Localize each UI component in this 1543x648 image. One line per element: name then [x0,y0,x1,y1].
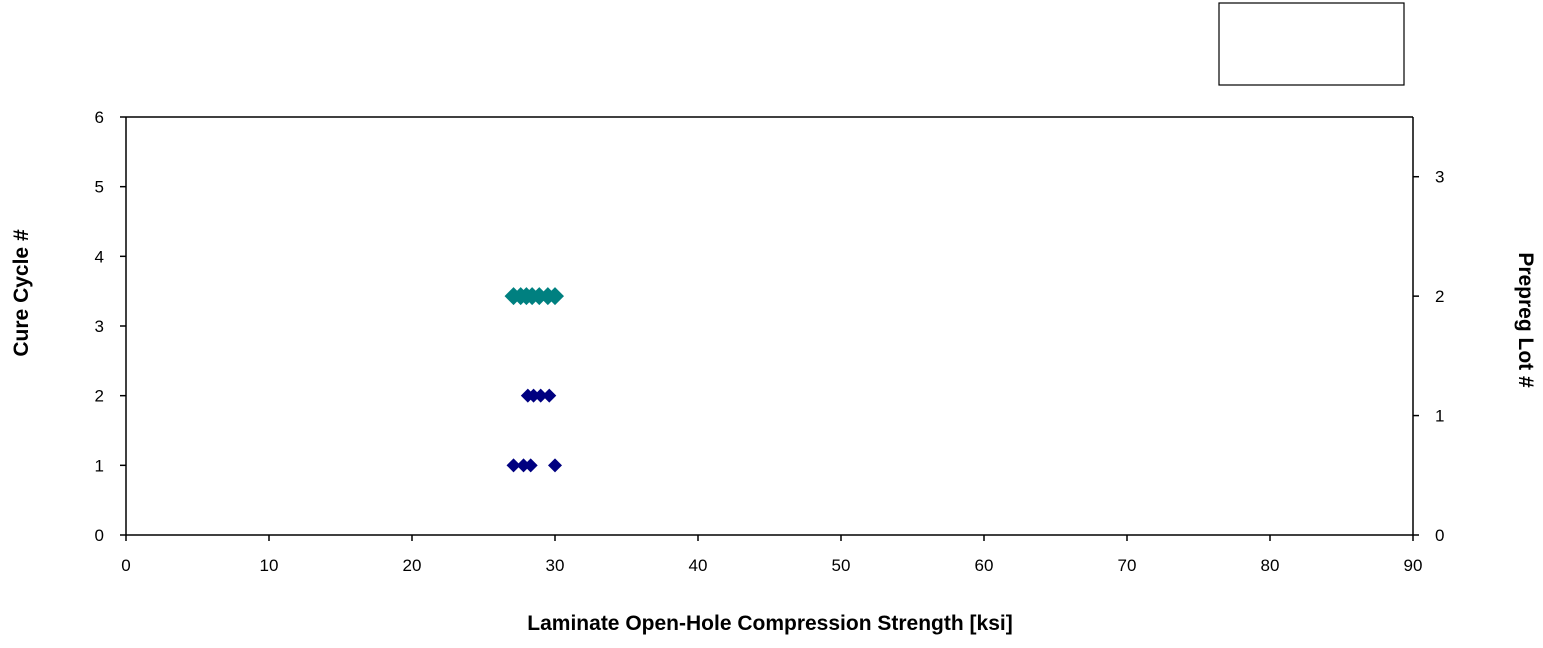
x-tick-label: 40 [689,556,708,575]
x-tick-label: 90 [1404,556,1423,575]
y-axis-title: Cure Cycle # [10,229,33,357]
x-tick-label: 50 [832,556,851,575]
y2-axis-title: Prepreg Lot # [1514,252,1537,388]
data-point-series-1 [523,458,538,473]
data-point-series-1 [533,388,548,403]
x-tick-label: 80 [1261,556,1280,575]
points-layer [504,287,564,473]
y-tick-label: 1 [95,456,104,475]
data-point-series-1 [506,458,521,473]
x-tick-label: 30 [546,556,565,575]
y2-tick-label: 3 [1435,168,1444,187]
data-point-series-1 [542,388,557,403]
data-point-series-1 [548,458,562,473]
y-tick-label: 2 [95,387,104,406]
x-axis-title: Laminate Open-Hole Compression Strength … [527,612,1012,635]
data-point-series-1 [526,388,541,403]
data-point-series-1 [516,458,531,473]
y2-tick-label: 0 [1435,526,1444,545]
x-tick-label: 20 [403,556,422,575]
y-tick-label: 4 [95,247,104,266]
y-tick-label: 6 [95,108,104,127]
legend-box [1218,2,1405,86]
y-tick-label: 0 [95,526,104,545]
x-tick-label: 70 [1118,556,1137,575]
x-tick-label: 0 [121,556,130,575]
y2-tick-label: 2 [1435,287,1444,306]
data-point-series-2 [546,287,564,306]
y-tick-label: 5 [95,178,104,197]
x-tick-label: 10 [260,556,279,575]
y-tick-label: 3 [95,317,104,336]
y2-tick-label: 1 [1435,407,1444,426]
x-tick-label: 60 [975,556,994,575]
